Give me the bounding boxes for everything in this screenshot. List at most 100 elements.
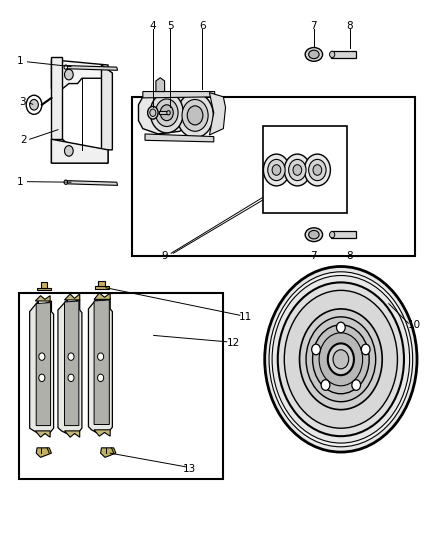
Circle shape <box>182 100 208 131</box>
Circle shape <box>319 333 363 386</box>
Circle shape <box>26 95 42 114</box>
Circle shape <box>30 100 39 110</box>
Polygon shape <box>51 57 62 139</box>
Polygon shape <box>51 139 108 163</box>
Circle shape <box>98 374 104 382</box>
Polygon shape <box>331 51 356 58</box>
Polygon shape <box>64 431 80 437</box>
Circle shape <box>293 165 302 175</box>
Circle shape <box>272 276 410 443</box>
Circle shape <box>263 154 290 186</box>
Circle shape <box>333 350 349 369</box>
Polygon shape <box>138 92 191 134</box>
Polygon shape <box>51 139 108 163</box>
Polygon shape <box>36 303 50 425</box>
Text: 13: 13 <box>183 464 196 474</box>
Polygon shape <box>331 231 356 238</box>
Text: 5: 5 <box>167 21 173 31</box>
Circle shape <box>284 154 311 186</box>
Circle shape <box>284 290 397 428</box>
Circle shape <box>150 109 156 116</box>
Polygon shape <box>30 301 53 433</box>
Circle shape <box>313 165 322 175</box>
Circle shape <box>278 282 404 436</box>
Text: 12: 12 <box>227 338 240 349</box>
Polygon shape <box>88 298 113 432</box>
Ellipse shape <box>305 47 322 61</box>
Circle shape <box>268 159 285 181</box>
Polygon shape <box>156 78 165 92</box>
Ellipse shape <box>305 228 322 241</box>
Circle shape <box>148 107 158 119</box>
Text: 7: 7 <box>311 21 317 31</box>
Circle shape <box>64 146 73 156</box>
Polygon shape <box>94 430 110 436</box>
Polygon shape <box>209 93 226 135</box>
Circle shape <box>309 159 326 181</box>
Polygon shape <box>101 448 116 457</box>
Polygon shape <box>35 431 50 437</box>
Circle shape <box>177 93 213 138</box>
Polygon shape <box>145 134 214 142</box>
Text: 8: 8 <box>346 251 353 261</box>
Circle shape <box>64 180 67 184</box>
Text: 4: 4 <box>149 21 156 31</box>
Polygon shape <box>102 65 113 150</box>
Polygon shape <box>159 111 169 114</box>
Text: 1: 1 <box>17 56 23 66</box>
Circle shape <box>313 325 369 394</box>
Circle shape <box>329 51 335 58</box>
Circle shape <box>68 374 74 382</box>
Text: 6: 6 <box>199 21 206 31</box>
Text: 3: 3 <box>19 97 25 107</box>
Circle shape <box>269 272 413 447</box>
Circle shape <box>289 159 306 181</box>
Circle shape <box>64 65 67 69</box>
Ellipse shape <box>309 230 319 239</box>
Polygon shape <box>64 301 79 425</box>
Circle shape <box>39 374 45 382</box>
Bar <box>19 293 223 479</box>
Polygon shape <box>64 294 80 300</box>
Text: 8: 8 <box>346 21 353 31</box>
Circle shape <box>150 93 184 133</box>
Polygon shape <box>66 181 117 185</box>
Circle shape <box>352 379 360 390</box>
Circle shape <box>265 266 417 452</box>
Text: 9: 9 <box>161 251 168 261</box>
Polygon shape <box>37 288 50 290</box>
Polygon shape <box>35 296 50 301</box>
Circle shape <box>160 105 173 120</box>
Circle shape <box>98 353 104 360</box>
Text: 1: 1 <box>17 176 23 187</box>
Circle shape <box>321 379 330 390</box>
Circle shape <box>336 322 345 333</box>
Circle shape <box>187 106 203 125</box>
Circle shape <box>312 344 320 355</box>
Text: 11: 11 <box>238 312 252 322</box>
Circle shape <box>304 154 330 186</box>
Circle shape <box>155 99 178 126</box>
Circle shape <box>64 69 73 80</box>
Bar <box>132 97 415 256</box>
Circle shape <box>272 165 281 175</box>
Polygon shape <box>94 300 110 424</box>
Polygon shape <box>58 300 82 433</box>
Polygon shape <box>66 66 117 70</box>
Bar <box>262 126 347 214</box>
Polygon shape <box>94 293 110 300</box>
Circle shape <box>68 353 74 360</box>
Polygon shape <box>95 286 110 289</box>
Circle shape <box>167 111 170 115</box>
Circle shape <box>361 344 370 355</box>
Text: 10: 10 <box>407 320 420 330</box>
Text: 7: 7 <box>311 251 317 261</box>
Polygon shape <box>51 60 108 89</box>
Circle shape <box>329 231 335 238</box>
Circle shape <box>300 309 382 410</box>
Polygon shape <box>36 448 51 457</box>
Ellipse shape <box>309 50 319 59</box>
Circle shape <box>39 353 45 360</box>
Polygon shape <box>98 281 105 286</box>
Circle shape <box>328 343 354 375</box>
